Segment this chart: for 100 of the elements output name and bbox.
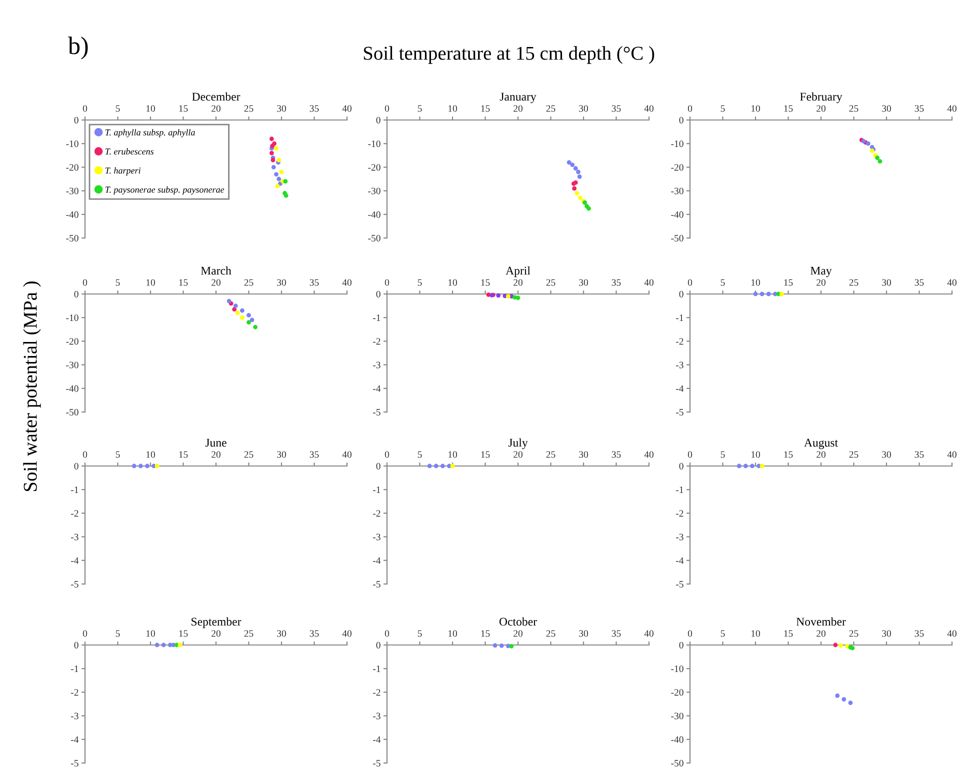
x-tick-label: 30	[579, 105, 588, 112]
y-tick-label: -4	[373, 557, 381, 564]
text: Soil temperature at 15 cm depth (°C )	[364, 46, 654, 64]
x-tick-label: 25	[849, 630, 858, 637]
point	[272, 141, 276, 146]
point	[232, 307, 237, 312]
x-tick-label: 40	[947, 279, 956, 286]
point	[875, 156, 880, 160]
y-tick-label: -20	[368, 164, 380, 171]
y-tick-label: -50	[66, 408, 78, 416]
point	[246, 320, 251, 325]
y-tick-label: -30	[66, 188, 78, 194]
y-tick-label: -4	[71, 557, 79, 564]
y-tick-label: -4	[676, 557, 684, 564]
point	[276, 158, 282, 162]
point	[576, 170, 580, 174]
chart-title: July	[508, 438, 528, 450]
x-tick-label: 5	[116, 451, 120, 458]
x-tick-label: 25	[546, 105, 556, 112]
x-tick-label: 40	[644, 630, 654, 637]
x-tick-label: 15	[179, 105, 188, 112]
x-tick-label: 35	[914, 451, 924, 458]
x-tick-label: 20	[816, 630, 826, 637]
y-tick-label: -10	[66, 314, 78, 322]
x-tick-label: 0	[384, 105, 390, 112]
x-tick-label: 5	[116, 279, 120, 286]
y-tick-label: -1	[373, 314, 380, 321]
y-tick-label: -1	[71, 486, 78, 493]
x-tick-label: 15	[179, 279, 188, 286]
point	[574, 190, 580, 196]
y-tick-label: -4	[373, 385, 381, 392]
point	[572, 186, 577, 191]
y-tick-label: -3	[373, 534, 380, 540]
y-tick-label: -3	[676, 534, 684, 540]
x-tick-label: 10	[751, 630, 760, 637]
x-tick-label: 35	[612, 279, 621, 286]
y-tick-label: -10	[66, 140, 78, 148]
point	[842, 697, 846, 702]
x-tick-label: 40	[342, 630, 352, 637]
y-tick-label: -1	[676, 486, 684, 493]
y-tick-label: -5	[676, 409, 684, 416]
point	[275, 184, 280, 188]
x-tick-label: 20	[514, 451, 522, 458]
legend-label: T. harperi	[105, 167, 141, 176]
x-tick-label: 15	[784, 451, 793, 458]
x-tick-label: 40	[342, 451, 352, 458]
x-tick-label: 35	[914, 105, 924, 112]
chart-title: December	[192, 92, 240, 101]
x-tick-label: 0	[82, 105, 88, 112]
x-tick-label: 0	[384, 279, 390, 286]
y-tick-label: -1	[373, 666, 380, 672]
y-tick-label: -5	[71, 581, 78, 588]
point	[233, 304, 238, 308]
x-tick-label: 5	[116, 630, 120, 637]
point	[578, 196, 582, 200]
x-tick-label: 0	[688, 279, 692, 286]
y-tick-label: -30	[368, 188, 380, 194]
y-tick-label: -1	[373, 486, 380, 493]
chart-title: May	[810, 266, 832, 278]
x-tick-label: 25	[244, 451, 254, 458]
y-tick-label: -10	[671, 140, 684, 148]
legend-label: T. aphylla subsp. aphylla	[105, 129, 195, 138]
x-tick-label: 40	[644, 105, 654, 112]
x-tick-label: 20	[514, 630, 522, 637]
x-tick-label: 30	[277, 451, 286, 458]
point	[274, 146, 278, 151]
x-tick-label: 0	[688, 451, 692, 458]
y-tick-label: 0	[376, 642, 380, 648]
y-tick-label: 0	[74, 642, 78, 648]
chart-title: September	[192, 617, 242, 628]
x-tick-label: 25	[546, 630, 556, 637]
y-tick-label: -10	[671, 666, 684, 672]
x-tick-label: 25	[849, 105, 858, 112]
y-tick-label: 0	[679, 642, 684, 648]
chart-title: April	[506, 266, 530, 278]
point	[566, 160, 572, 165]
y-tick-label: -3	[373, 362, 380, 368]
x-tick-label: 35	[612, 630, 621, 637]
x-tick-label: 5	[720, 630, 725, 637]
y-tick-label: -20	[671, 689, 684, 696]
y-tick-label: -5	[373, 581, 380, 588]
x-tick-label: 10	[751, 451, 760, 458]
text: Soil water potential (MPa )	[23, 282, 41, 492]
point	[226, 298, 232, 304]
point	[848, 700, 853, 706]
y-tick-label: -5	[373, 760, 380, 766]
point	[240, 315, 244, 320]
x-tick-label: 35	[914, 279, 924, 286]
y-tick-label: -10	[368, 140, 380, 148]
x-tick-label: 10	[448, 451, 457, 458]
y-tick-label: -5	[71, 760, 78, 766]
x-tick-label: 15	[784, 279, 793, 286]
x-tick-label: 5	[418, 105, 422, 112]
x-tick-label: 5	[720, 105, 725, 112]
chart-title: November	[796, 617, 846, 626]
y-tick-label: -2	[373, 510, 380, 517]
x-tick-label: 20	[816, 105, 826, 112]
x-tick-label: 15	[179, 451, 188, 458]
y-tick-label: -40	[671, 736, 684, 743]
x-tick-label: 30	[882, 451, 891, 458]
